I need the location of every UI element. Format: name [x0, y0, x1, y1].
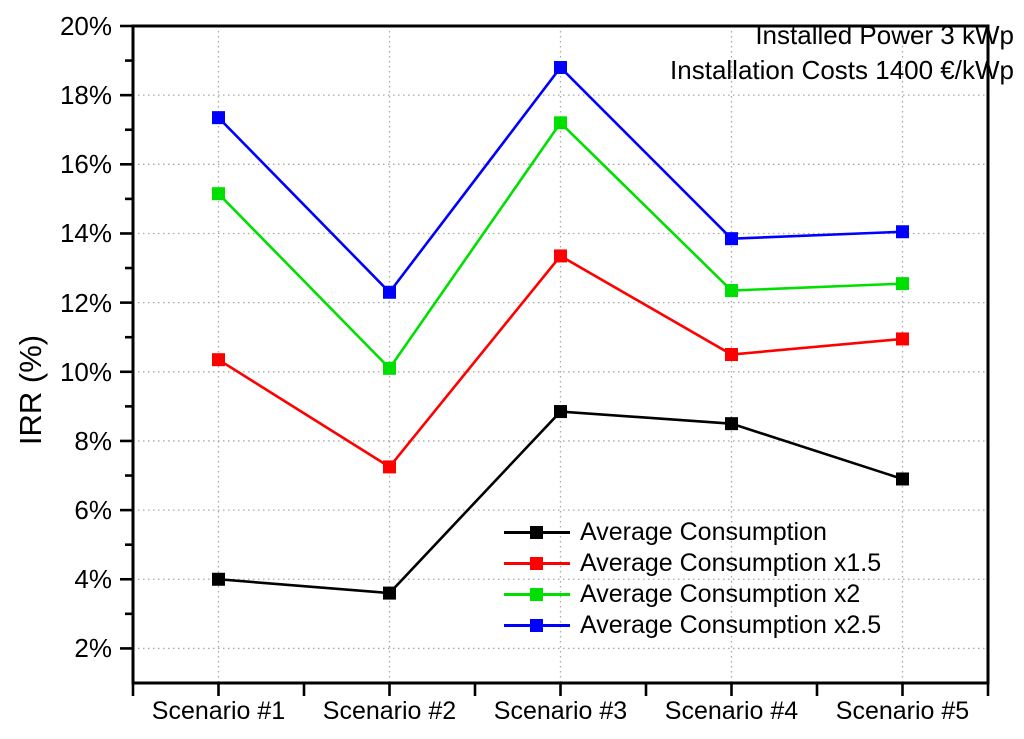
- x-category-label: Scenario #4: [664, 697, 799, 725]
- y-tick-label: 12%: [59, 287, 112, 318]
- data-point-marker: [212, 187, 225, 201]
- data-point-marker: [212, 353, 225, 367]
- legend-item: Average Consumption x1.5: [504, 548, 881, 579]
- legend-item-label: Average Consumption: [580, 518, 827, 546]
- data-point-marker: [383, 460, 396, 474]
- x-category-label: Scenario #2: [322, 697, 457, 725]
- legend-marker-icon: [504, 557, 570, 571]
- y-tick-label: 4%: [74, 564, 112, 595]
- data-point-marker: [383, 285, 396, 299]
- data-point-marker: [212, 572, 225, 586]
- y-tick-label: 8%: [74, 425, 112, 456]
- y-axis-title: IRR (%): [13, 334, 48, 446]
- legend-marker-icon: [504, 526, 570, 540]
- data-point-marker: [896, 332, 909, 346]
- legend-item-label: Average Consumption x1.5: [580, 549, 882, 577]
- data-point-marker: [554, 60, 567, 74]
- data-point-marker: [896, 277, 909, 291]
- x-category-label: Scenario #1: [151, 697, 286, 725]
- chart-title-line-2: Installation Costs 1400 €/kWp: [670, 55, 1014, 85]
- legend-square-marker: [530, 619, 543, 632]
- data-point-marker: [554, 249, 567, 263]
- legend-square-marker: [530, 557, 543, 570]
- data-point-marker: [725, 232, 738, 246]
- data-point-marker: [383, 586, 396, 600]
- y-tick-label: 6%: [74, 495, 112, 526]
- legend-item: Average Consumption x2: [504, 579, 881, 610]
- y-tick-label: 10%: [59, 356, 112, 387]
- legend-item: Average Consumption: [504, 517, 881, 548]
- legend-marker-icon: [504, 588, 570, 602]
- data-point-marker: [896, 472, 909, 486]
- y-tick-label: 18%: [59, 80, 112, 111]
- legend: Average Consumption Average Consumption x…: [504, 517, 881, 641]
- data-point-marker: [212, 111, 225, 125]
- y-tick-label: 16%: [59, 149, 112, 180]
- data-point-marker: [896, 225, 909, 239]
- x-category-label: Scenario #3: [493, 697, 628, 725]
- chart-title-line-1: Installed Power 3 kWp: [755, 20, 1014, 50]
- data-point-marker: [725, 348, 738, 361]
- data-point-marker: [725, 284, 738, 298]
- legend-square-marker: [530, 588, 543, 601]
- x-category-label: Scenario #5: [835, 697, 970, 725]
- legend-item: Average Consumption x2.5: [504, 610, 881, 641]
- data-point-marker: [554, 405, 567, 419]
- legend-square-marker: [530, 526, 543, 539]
- legend-marker-icon: [504, 619, 570, 633]
- data-point-marker: [554, 116, 567, 130]
- y-tick-label: 14%: [59, 218, 112, 249]
- y-tick-label: 20%: [59, 11, 112, 41]
- legend-item-label: Average Consumption x2.5: [580, 611, 882, 639]
- chart-title: Installed Power 3 kWp Installation Costs…: [670, 18, 1014, 88]
- data-point-marker: [383, 361, 396, 375]
- y-tick-label: 2%: [74, 633, 112, 664]
- data-point-marker: [725, 417, 738, 431]
- legend-item-label: Average Consumption x2: [580, 580, 861, 608]
